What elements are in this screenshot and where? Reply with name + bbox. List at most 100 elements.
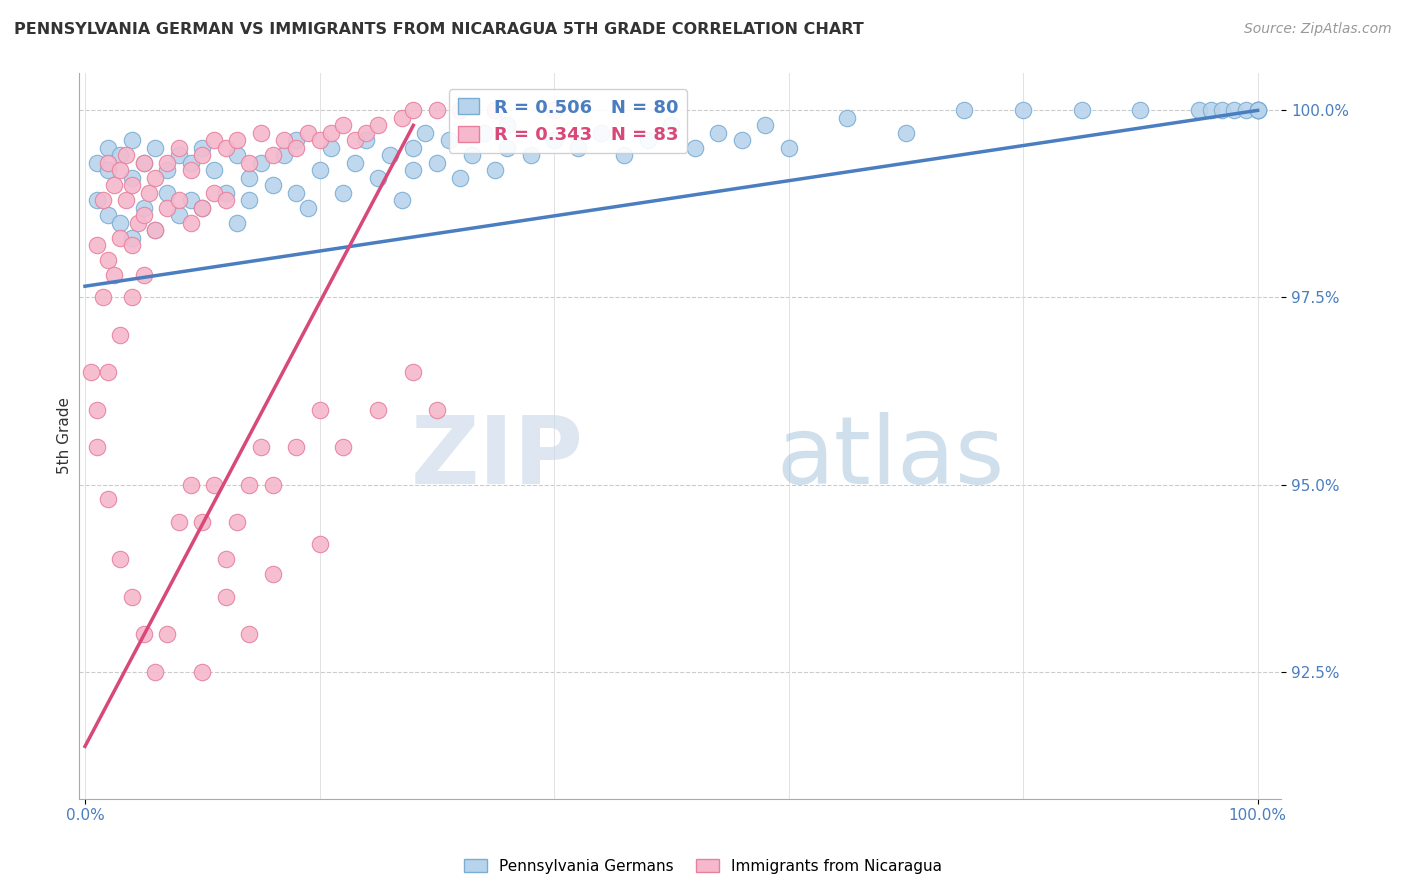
Point: [143, 141, 166, 155]
Point: [108, 327, 131, 342]
Point: [167, 515, 190, 529]
Point: [103, 268, 125, 282]
Point: [356, 126, 378, 140]
Point: [484, 103, 506, 118]
Point: [202, 477, 225, 491]
Point: [238, 155, 260, 169]
Point: [321, 126, 343, 140]
Point: [156, 201, 179, 215]
Point: [321, 141, 343, 155]
Point: [132, 155, 155, 169]
Point: [97, 365, 120, 379]
Point: [97, 253, 120, 268]
Point: [391, 111, 413, 125]
Point: [356, 133, 378, 147]
Point: [143, 223, 166, 237]
Point: [132, 627, 155, 641]
Point: [215, 552, 238, 566]
Point: [138, 186, 160, 200]
Point: [332, 119, 354, 133]
Point: [262, 477, 284, 491]
Point: [1070, 103, 1092, 118]
Point: [449, 170, 471, 185]
Point: [308, 537, 330, 551]
Point: [308, 133, 330, 147]
Point: [238, 627, 260, 641]
Point: [953, 103, 976, 118]
Point: [202, 133, 225, 147]
Point: [659, 119, 682, 133]
Point: [391, 193, 413, 207]
Point: [91, 290, 114, 304]
Point: [215, 141, 238, 155]
Text: PENNSYLVANIA GERMAN VS IMMIGRANTS FROM NICARAGUA 5TH GRADE CORRELATION CHART: PENNSYLVANIA GERMAN VS IMMIGRANTS FROM N…: [14, 22, 863, 37]
Point: [132, 208, 155, 222]
Point: [543, 133, 565, 147]
Point: [343, 155, 366, 169]
Point: [285, 133, 308, 147]
Point: [215, 186, 238, 200]
Point: [308, 163, 330, 178]
Point: [108, 163, 131, 178]
Point: [1234, 103, 1257, 118]
Point: [262, 148, 284, 162]
Point: [86, 155, 108, 169]
Point: [86, 402, 108, 417]
Point: [426, 155, 449, 169]
Point: [226, 216, 249, 230]
Point: [262, 178, 284, 193]
Point: [226, 515, 249, 529]
Point: [837, 111, 859, 125]
Point: [285, 186, 308, 200]
Point: [496, 141, 519, 155]
Point: [332, 440, 354, 454]
Point: [108, 230, 131, 244]
Point: [637, 133, 659, 147]
Point: [1246, 103, 1268, 118]
Point: [1012, 103, 1035, 118]
Point: [1246, 103, 1268, 118]
Point: [191, 141, 214, 155]
Point: [121, 133, 143, 147]
Point: [191, 201, 214, 215]
Point: [108, 216, 131, 230]
Point: [262, 567, 284, 582]
Point: [778, 141, 800, 155]
Text: Source: ZipAtlas.com: Source: ZipAtlas.com: [1244, 22, 1392, 37]
Point: [97, 141, 120, 155]
Text: atlas: atlas: [776, 411, 1004, 504]
Point: [167, 193, 190, 207]
Point: [202, 186, 225, 200]
Point: [143, 170, 166, 185]
Point: [167, 141, 190, 155]
Point: [413, 126, 436, 140]
Point: [754, 119, 776, 133]
Point: [202, 163, 225, 178]
Point: [308, 402, 330, 417]
Point: [285, 440, 308, 454]
Point: [273, 148, 295, 162]
Point: [437, 133, 460, 147]
Point: [250, 155, 273, 169]
Point: [589, 126, 612, 140]
Point: [86, 193, 108, 207]
Point: [1129, 103, 1152, 118]
Point: [167, 208, 190, 222]
Point: [115, 148, 138, 162]
Point: [238, 477, 260, 491]
Point: [238, 193, 260, 207]
Point: [191, 148, 214, 162]
Point: [449, 103, 471, 118]
Point: [121, 238, 143, 252]
Point: [402, 365, 425, 379]
Point: [191, 515, 214, 529]
Point: [731, 133, 754, 147]
Point: [86, 440, 108, 454]
Point: [238, 170, 260, 185]
Point: [80, 365, 103, 379]
Point: [180, 477, 202, 491]
Point: [103, 178, 125, 193]
Point: [191, 201, 214, 215]
Point: [461, 148, 484, 162]
Point: [426, 402, 449, 417]
